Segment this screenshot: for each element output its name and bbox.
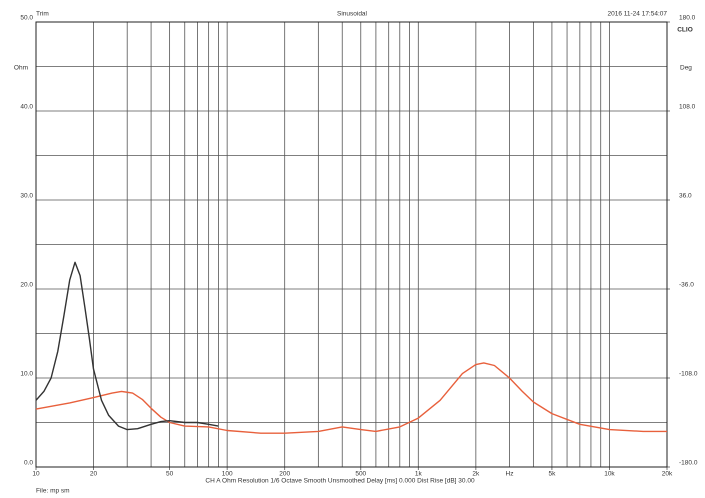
top-left-label: Trim bbox=[36, 11, 49, 18]
x-unit-label: Hz bbox=[506, 471, 514, 478]
y-tick-label: 10.0 bbox=[20, 371, 33, 378]
y-tick-label: 20.0 bbox=[20, 282, 33, 289]
footer: CH A Ohm Resolution 1/6 Octave Smooth Un… bbox=[205, 478, 475, 485]
series-line bbox=[35, 261, 219, 431]
file-label: File: mp sm bbox=[36, 488, 70, 495]
y2-tick-label: -180.0 bbox=[679, 460, 698, 467]
timestamp: 2016 11-24 17:54:07 bbox=[607, 11, 667, 18]
brand: CLIO bbox=[677, 27, 693, 34]
x-tick-label: 20 bbox=[90, 471, 98, 478]
y2-tick-label: -36.0 bbox=[679, 282, 694, 289]
y2-tick-label: 36.0 bbox=[679, 193, 692, 200]
plot-frame bbox=[35, 21, 668, 468]
x-tick-label: 1k bbox=[415, 471, 423, 478]
x-tick-label: 10 bbox=[32, 471, 40, 478]
y-tick-label: 50.0 bbox=[20, 15, 33, 22]
series-line bbox=[35, 362, 667, 434]
x-tick-label: 500 bbox=[355, 471, 366, 478]
y-tick-label: 0.0 bbox=[24, 460, 33, 467]
y-tick-label: 30.0 bbox=[20, 193, 33, 200]
y2-tick-label: 180.0 bbox=[679, 15, 696, 22]
x-tick-label: 20k bbox=[662, 471, 673, 478]
x-tick-label: 200 bbox=[279, 471, 290, 478]
x-tick-label: 50 bbox=[166, 471, 174, 478]
y-axis-label: Ohm bbox=[14, 65, 28, 72]
y-tick-label: 40.0 bbox=[20, 104, 33, 111]
y2-axis-label: Deg bbox=[680, 65, 692, 72]
x-tick-label: 5k bbox=[548, 471, 556, 478]
x-tick-label: 100 bbox=[222, 471, 233, 478]
x-tick-label: 2k bbox=[472, 471, 480, 478]
chart-title: Sinusoidal bbox=[337, 11, 368, 18]
x-tick-label: 10k bbox=[604, 471, 615, 478]
y2-tick-label: 108.0 bbox=[679, 104, 696, 111]
y2-tick-label: -108.0 bbox=[679, 371, 698, 378]
